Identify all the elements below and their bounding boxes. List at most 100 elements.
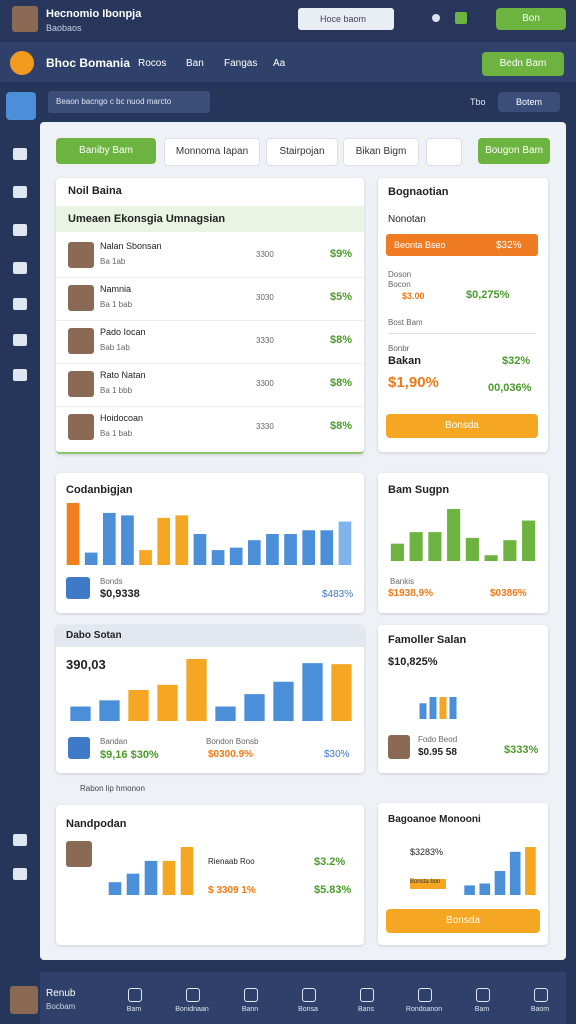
- nav-item[interactable]: Bann: [241, 1006, 259, 1013]
- bar: [484, 555, 498, 561]
- nav-item[interactable]: Baom: [530, 1006, 550, 1013]
- nav-item[interactable]: Bans: [358, 1006, 374, 1013]
- card-title: Bagoanoe Monooni: [388, 814, 481, 825]
- sidebar-icon[interactable]: [13, 262, 27, 274]
- nav-button[interactable]: Bedn Bam: [482, 52, 564, 76]
- button[interactable]: Bonsda: [386, 414, 538, 438]
- bar: [302, 530, 316, 565]
- footer-right: $483%: [322, 589, 354, 600]
- toolbar-link[interactable]: Tbo: [470, 97, 486, 107]
- bar: [108, 882, 122, 895]
- bar: [66, 503, 80, 565]
- row-name: Rato Natan: [100, 370, 146, 380]
- icon: [68, 737, 90, 759]
- bar: [428, 532, 442, 561]
- footer-value: $1938,9%: [388, 588, 434, 599]
- row-percent: $8%: [330, 420, 353, 432]
- label: Bakan: [388, 355, 422, 367]
- bar: [229, 547, 243, 565]
- avatar: [388, 735, 410, 759]
- sidebar-icon[interactable]: [13, 224, 27, 236]
- row-percent: $5%: [330, 291, 353, 303]
- nav-icon[interactable]: [418, 988, 432, 1002]
- tab[interactable]: Monnoma Iapan: [164, 138, 260, 166]
- tab-icon[interactable]: [426, 138, 462, 166]
- bar: [331, 664, 352, 721]
- card-header: [56, 625, 364, 647]
- icon[interactable]: [432, 14, 440, 22]
- footer-label: Fodo Beod: [418, 735, 458, 744]
- subheader: [56, 206, 364, 232]
- nav-item[interactable]: Bam: [474, 1006, 490, 1013]
- nav-item[interactable]: Bam: [126, 1006, 142, 1013]
- tab[interactable]: Baniby Bam: [56, 138, 156, 164]
- row-percent: $9%: [330, 248, 353, 260]
- tab[interactable]: Bikan Bigm: [343, 138, 419, 166]
- bar: [215, 706, 236, 721]
- bar: [302, 663, 323, 721]
- footer-label: Bandan: [100, 737, 128, 746]
- nav-icon[interactable]: [128, 988, 142, 1002]
- nav-link[interactable]: Fangas: [224, 58, 258, 69]
- sidebar-icon[interactable]: [13, 834, 27, 846]
- sidebar-icon[interactable]: [13, 334, 27, 346]
- bar: [390, 543, 404, 561]
- icon[interactable]: [455, 12, 467, 24]
- row-value: $5.83%: [314, 884, 352, 896]
- row-amount: 3300: [256, 250, 274, 259]
- label: Doson: [388, 270, 412, 279]
- headline: 390,03: [66, 657, 106, 672]
- nav-icon[interactable]: [302, 988, 316, 1002]
- search-box[interactable]: Hoce baom: [298, 8, 394, 30]
- row-sub: Ba 1 bab: [100, 429, 133, 438]
- nav-link[interactable]: Aa: [273, 58, 286, 69]
- sidebar-icon[interactable]: [13, 148, 27, 160]
- footer-value: $0300.9%: [208, 749, 254, 760]
- row-sub: Ba 1 bbb: [100, 386, 133, 395]
- avatar: [10, 986, 38, 1014]
- dropdown[interactable]: Bost Bam: [388, 318, 536, 334]
- banner-label: Beonta Bseo: [394, 240, 446, 250]
- nav-icon[interactable]: [360, 988, 374, 1002]
- bar: [409, 532, 423, 561]
- nav-icon[interactable]: [244, 988, 258, 1002]
- tab[interactable]: Stairpojan: [266, 138, 338, 166]
- tool-icon[interactable]: [6, 92, 36, 120]
- tag: Bonsta bon: [410, 879, 446, 889]
- button[interactable]: Bonsda: [386, 909, 540, 933]
- sidebar-icon[interactable]: [13, 186, 27, 198]
- bar: [121, 515, 134, 565]
- toolbar-button[interactable]: Botem: [498, 92, 560, 112]
- nav-link[interactable]: Rocos: [138, 58, 167, 69]
- bar: [465, 537, 479, 561]
- bar: [247, 540, 261, 565]
- dropdown[interactable]: Beaon bacngo c bc nuod marcto: [48, 91, 210, 113]
- logo: [10, 51, 34, 75]
- value: $32%: [502, 355, 531, 367]
- sidebar-icon[interactable]: [13, 369, 27, 381]
- summary-card: Bognaotian Nonotan Beonta Bseo $32% Doso…: [378, 178, 548, 452]
- tab[interactable]: Bougon Bam: [478, 138, 550, 164]
- row-label: Rienaab Roo: [208, 857, 255, 866]
- nav-link[interactable]: Ban: [186, 58, 204, 69]
- bar: [525, 847, 536, 895]
- sidebar-icon[interactable]: [13, 298, 27, 310]
- row-divider: [56, 363, 364, 364]
- row-amount: 3330: [256, 422, 274, 431]
- brand: Bhoc Bomania: [46, 56, 131, 70]
- card-title: Codanbigjan: [66, 484, 133, 496]
- sidebar-icon[interactable]: [13, 868, 27, 880]
- nav-item[interactable]: Bonidnaan: [175, 1006, 209, 1013]
- row-sub: Ba 1 bab: [100, 300, 133, 309]
- nav-icon[interactable]: [476, 988, 490, 1002]
- bar: [429, 697, 437, 719]
- bar: [266, 534, 279, 565]
- nav-item[interactable]: Rondoanon: [405, 1006, 443, 1013]
- row-percent: $8%: [330, 334, 353, 346]
- avatar: [68, 328, 94, 354]
- top-button[interactable]: Bon: [496, 8, 566, 30]
- row-divider: [56, 406, 364, 407]
- nav-item[interactable]: Bonsa: [298, 1006, 318, 1013]
- nav-icon[interactable]: [534, 988, 548, 1002]
- nav-icon[interactable]: [186, 988, 200, 1002]
